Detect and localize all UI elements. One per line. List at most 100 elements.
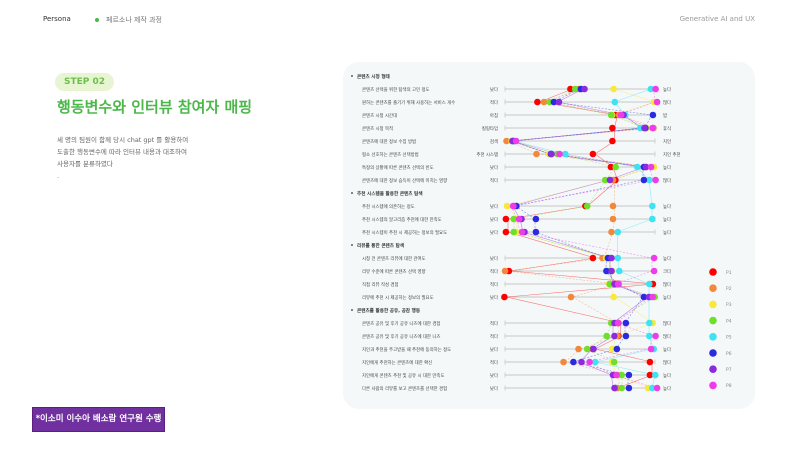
participant-path-P7 bbox=[612, 296, 648, 324]
left-anchor-label: 추천 시스템 bbox=[476, 151, 498, 158]
right-anchor-label: 휴식 bbox=[663, 125, 671, 132]
participant-dot-P8 bbox=[647, 345, 655, 353]
participant-path-P8 bbox=[513, 140, 558, 155]
row-label: 지인에게 추천하는 콘텐츠에 대한 확신 bbox=[362, 359, 432, 366]
participant-dot-P7 bbox=[608, 267, 615, 275]
right-anchor-label: 많다 bbox=[663, 281, 671, 288]
right-anchor-label: 밤 bbox=[663, 112, 667, 119]
participant-dot-P7 bbox=[611, 332, 618, 340]
row-label: 콘텐츠 공유 및 후기 공유 니즈에 대한 경험 bbox=[362, 320, 440, 327]
row-label: 콘텐츠 시청 목적 bbox=[362, 125, 393, 132]
left-anchor-label: 낮다 bbox=[490, 203, 498, 210]
participant-dot-P8 bbox=[650, 267, 658, 275]
participant-path-P3 bbox=[614, 88, 656, 103]
section-bullet bbox=[351, 244, 353, 246]
participant-dot-P2 bbox=[609, 202, 617, 210]
participant-dot-P6 bbox=[622, 319, 630, 327]
participant-path-P2 bbox=[614, 166, 648, 181]
participant-dot-P3 bbox=[610, 293, 617, 301]
participant-dot-P2 bbox=[503, 137, 510, 145]
row-label: 다른 사람의 리뷰를 보고 콘텐츠를 선택한 경험 bbox=[362, 385, 447, 392]
participant-dot-P1 bbox=[609, 137, 616, 145]
right-anchor-label: 높다 bbox=[663, 216, 671, 223]
right-anchor-label: 크다 bbox=[663, 268, 671, 275]
participant-path-P8 bbox=[510, 179, 654, 207]
description: 세 명의 팀원이 함께 당시 chat gpt 를 활용하여 도출한 행동변수에… bbox=[57, 134, 188, 182]
left-anchor-label: 낮다 bbox=[490, 216, 498, 223]
participant-path-P8 bbox=[615, 270, 653, 285]
participant-path-P8 bbox=[519, 231, 653, 259]
left-anchor-label: 적다 bbox=[490, 359, 498, 366]
description-line: . bbox=[57, 172, 60, 180]
participant-dot-P6 bbox=[603, 267, 610, 275]
section-header: 추천 시스템을 활용한 콘텐츠 탐색 bbox=[357, 190, 423, 197]
right-anchor-label: 높다 bbox=[663, 346, 671, 353]
right-anchor-label: 많다 bbox=[663, 320, 671, 327]
participant-dot-P2 bbox=[501, 267, 509, 275]
participant-dot-P8 bbox=[586, 358, 593, 366]
participant-dot-P8 bbox=[652, 176, 659, 184]
row-label: 콘텐츠 공유 및 후기 공유 니즈에 대한 니즈 bbox=[362, 333, 440, 340]
participant-dot-P8 bbox=[617, 111, 625, 119]
participant-dot-P4 bbox=[618, 384, 625, 392]
legend-label: P7 bbox=[726, 367, 732, 373]
left-anchor-label: 적다 bbox=[490, 268, 498, 275]
legend-label: P1 bbox=[726, 270, 732, 276]
participant-dot-P7 bbox=[578, 358, 585, 366]
left-anchor-label: 낮다 bbox=[490, 372, 498, 379]
participant-dot-P7 bbox=[555, 98, 563, 106]
participant-path-P5 bbox=[594, 348, 654, 363]
legend-label: P3 bbox=[726, 302, 732, 308]
participant-path-P7 bbox=[512, 179, 609, 207]
left-anchor-label: 낮다 bbox=[490, 346, 498, 353]
participant-dot-P1 bbox=[646, 371, 654, 379]
participant-dot-P8 bbox=[509, 202, 517, 210]
page-title: 행동변수와 인터뷰 참여자 매핑 bbox=[57, 98, 253, 116]
participant-dot-P5 bbox=[646, 176, 653, 184]
right-anchor-label: 많다 bbox=[663, 333, 671, 340]
participant-dot-P8 bbox=[652, 85, 659, 93]
row-label: 추천 시스템에 의존하는 정도 bbox=[362, 203, 415, 210]
participant-path-P4 bbox=[587, 179, 606, 207]
left-anchor-label: 적다 bbox=[490, 281, 498, 288]
participant-dot-P8 bbox=[653, 384, 661, 392]
participant-path-P5 bbox=[594, 361, 656, 376]
participant-dot-P8 bbox=[515, 215, 523, 223]
left-anchor-label: 적다 bbox=[490, 333, 498, 340]
participant-path-P5 bbox=[617, 218, 653, 233]
chart-card bbox=[343, 62, 755, 409]
participant-dot-P1 bbox=[589, 254, 597, 262]
participant-path-P6 bbox=[552, 101, 653, 116]
participant-dot-P3 bbox=[608, 345, 616, 353]
participant-dot-P5 bbox=[616, 267, 623, 275]
row-label: 직접 리뷰 작성 경험 bbox=[362, 281, 399, 288]
right-anchor-label: 지인 추천 bbox=[663, 151, 681, 158]
participant-dot-P4 bbox=[607, 111, 615, 119]
participant-dot-P7 bbox=[548, 150, 555, 158]
participant-dot-P5 bbox=[634, 163, 641, 171]
section-bullet bbox=[351, 75, 353, 77]
participant-path-P4 bbox=[557, 153, 617, 168]
participant-path-P8 bbox=[648, 166, 654, 181]
participant-path-P4 bbox=[513, 231, 611, 259]
section-bullet bbox=[351, 192, 353, 194]
participant-path-P6 bbox=[515, 179, 644, 207]
participant-dot-P4 bbox=[571, 85, 579, 93]
participant-dot-P4 bbox=[583, 345, 591, 353]
participant-path-P2 bbox=[506, 257, 605, 272]
participant-path-P1 bbox=[506, 296, 621, 324]
participant-path-P6 bbox=[572, 348, 617, 363]
participant-dot-P5 bbox=[652, 371, 659, 379]
participant-path-P5 bbox=[614, 88, 651, 103]
section-bullet bbox=[351, 309, 353, 311]
participant-dot-P8 bbox=[650, 254, 658, 262]
left-anchor-label: 킬링타임 bbox=[482, 125, 498, 132]
participant-path-P4 bbox=[605, 166, 617, 181]
participant-dot-P8 bbox=[652, 332, 659, 340]
participant-dot-P5 bbox=[614, 228, 622, 236]
participant-dot-P8 bbox=[512, 137, 520, 145]
row-label: 추천 시스템이 추천 시 제공하는 정보의 필요도 bbox=[362, 229, 447, 236]
participant-path-P5 bbox=[564, 153, 638, 168]
right-anchor-label: 높다 bbox=[663, 372, 671, 379]
description-line: 도출한 행동변수에 따라 인터뷰 내용과 대조하여 bbox=[57, 148, 187, 156]
